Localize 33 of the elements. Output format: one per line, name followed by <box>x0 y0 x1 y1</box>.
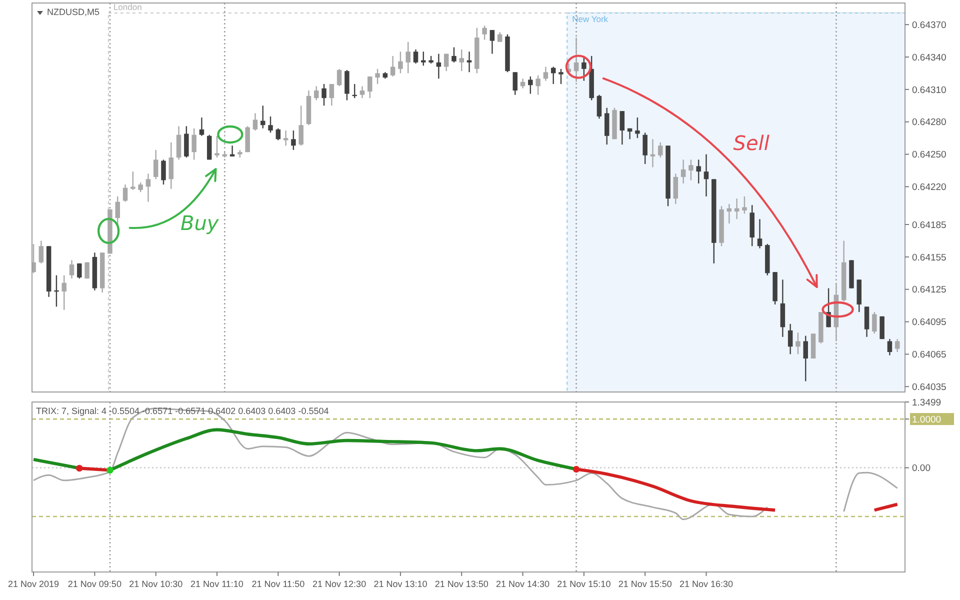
y-tick-label: 0.64220 <box>912 182 946 194</box>
y-tick-label: 0.64035 <box>912 382 946 393</box>
y-tick-label: 0.64310 <box>912 84 946 96</box>
x-tick-label: 21 Nov 13:10 <box>374 579 428 589</box>
x-tick-label: 21 Nov 15:50 <box>618 579 672 589</box>
chart-title: NZDUSD,M5 <box>47 7 100 17</box>
y-tick-label: 0.64155 <box>912 252 946 264</box>
x-tick-label: 21 Nov 13:50 <box>434 579 488 589</box>
x-tick-label: 21 Nov 14:30 <box>496 579 550 589</box>
x-tick-label: 21 Nov 2019 <box>8 579 60 589</box>
x-tick-label: 21 Nov 09:50 <box>68 579 122 589</box>
chart-title: TRIX: 7, Signal: 4 -0.5504 -0.6571 -0.6571 0.6402 0.6403 0.6403 -0.5504 <box>36 406 329 416</box>
y-tick-label: 1.0000 <box>912 414 942 426</box>
x-tick-label: 21 Nov 15:10 <box>557 579 611 589</box>
y-tick-label: 0.64125 <box>912 284 946 296</box>
y-tick-label: 1.3499 <box>912 397 942 408</box>
annotation: Buy <box>180 210 220 235</box>
y-tick-label: 0.64095 <box>912 317 946 328</box>
band-label: New York <box>572 14 609 24</box>
y-tick-label: 0.64340 <box>912 52 946 64</box>
y-tick-label: 0.64065 <box>912 350 946 361</box>
y-tick-label: 0.64280 <box>912 117 946 128</box>
x-tick-label: 21 Nov 12:30 <box>312 579 366 589</box>
y-tick-label: 0.00 <box>912 463 930 474</box>
band-label: London <box>113 2 142 12</box>
annotation: Sell <box>733 131 770 156</box>
y-tick-label: 0.64250 <box>912 150 946 161</box>
x-tick-label: 21 Nov 16:30 <box>679 579 734 589</box>
x-tick-label: 21 Nov 11:10 <box>190 579 244 589</box>
y-tick-label: 0.64370 <box>912 20 946 31</box>
y-tick-label: 0.64185 <box>912 220 946 231</box>
x-tick-label: 21 Nov 11:50 <box>252 579 305 589</box>
x-tick-label: 21 Nov 10:30 <box>129 579 183 589</box>
